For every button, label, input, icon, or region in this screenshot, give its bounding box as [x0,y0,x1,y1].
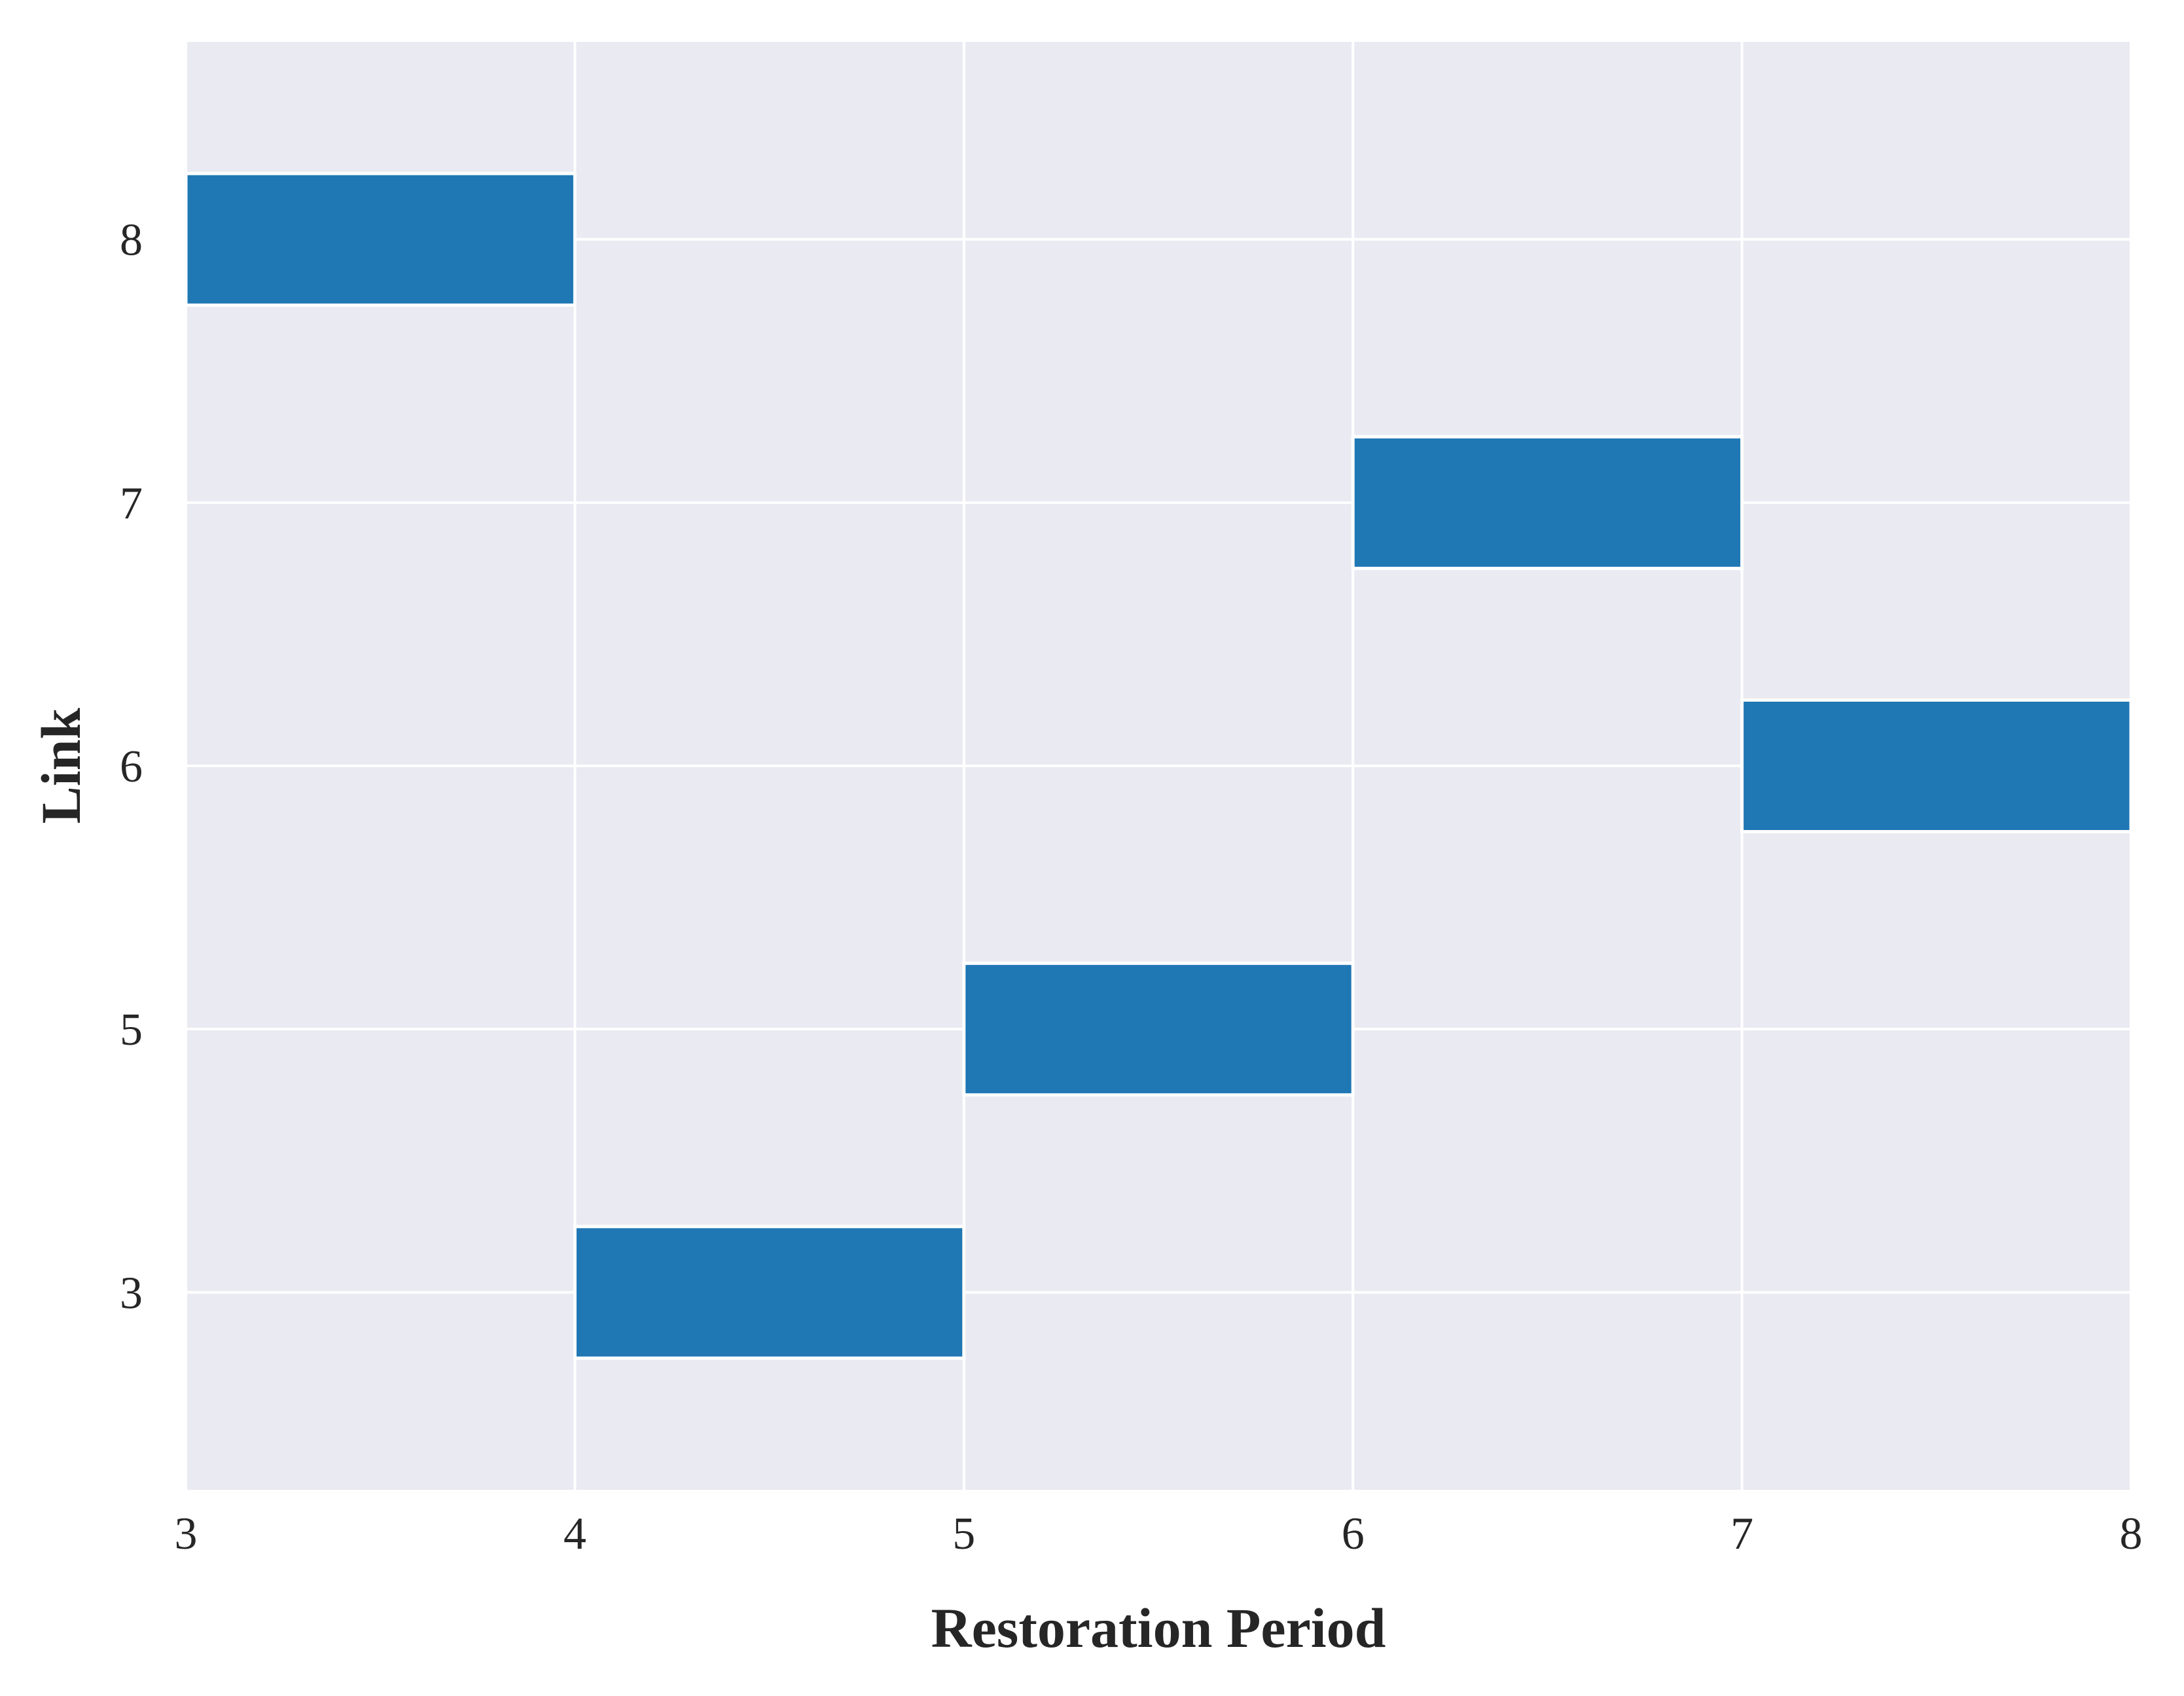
bar-link-6 [1740,698,2133,834]
x-tick-label-4: 4 [564,1509,586,1559]
x-tick-label-5: 5 [952,1509,975,1559]
y-tick-label-3: 3 [120,1268,143,1318]
y-tick-label-8: 8 [120,215,143,266]
bars [184,171,2133,1360]
y-tick-labels: 3 5 6 7 8 [120,215,143,1319]
y-axis-label: Link [29,708,92,823]
bar-link-5 [962,962,1355,1097]
x-tick-label-8: 8 [2120,1509,2143,1559]
y-tick-label-7: 7 [120,478,143,529]
grid [185,42,2132,1490]
y-tick-label-5: 5 [120,1005,143,1055]
x-tick-label-6: 6 [1342,1509,1365,1559]
x-tick-labels: 3 4 5 6 7 8 [175,1509,2143,1559]
bar-link-8 [184,171,577,307]
bar-link-7 [1351,435,1744,570]
x-tick-label-7: 7 [1730,1509,1753,1559]
y-tick-label-6: 6 [120,742,143,792]
bar-link-3 [573,1225,966,1360]
x-tick-label-3: 3 [175,1509,198,1559]
x-axis-label: Restoration Period [931,1597,1386,1659]
